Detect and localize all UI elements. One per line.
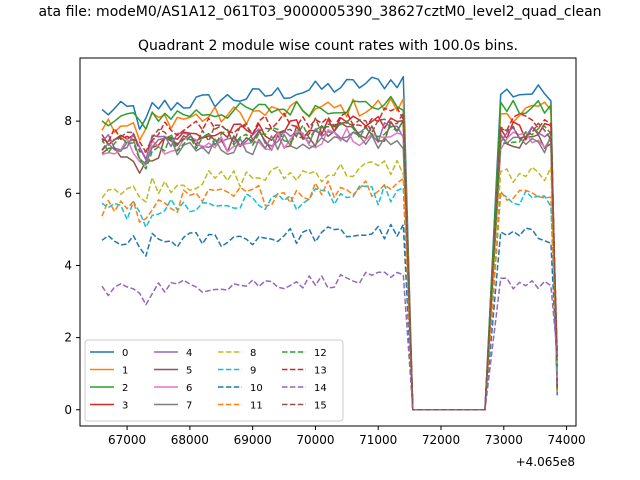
legend-entry-5: 5 [154, 366, 192, 377]
legend-entry-12: 12 [282, 348, 327, 359]
legend-entry-6: 6 [154, 383, 192, 394]
series-15-line [101, 112, 558, 411]
legend-label: 6 [186, 383, 192, 394]
x-tick-label: 69000 [234, 433, 272, 447]
legend-entry-0: 0 [90, 348, 128, 359]
series-12-line [101, 119, 558, 411]
legend-label: 12 [314, 348, 327, 359]
legend-entry-7: 7 [154, 401, 192, 412]
legend-label: 11 [250, 401, 263, 412]
legend-label: 7 [186, 401, 192, 412]
y-axis: 0 2 4 6 8 [64, 114, 80, 417]
plot-frame [79, 57, 577, 427]
legend-entry-9: 9 [218, 366, 256, 377]
legend-box [84, 339, 344, 422]
legend-label: 10 [250, 383, 263, 394]
legend-entry-8: 8 [218, 348, 256, 359]
legend-entry-1: 1 [90, 366, 128, 377]
x-tick-label: 73000 [485, 433, 523, 447]
series-lines [101, 75, 558, 411]
x-axis: 67000 68000 69000 70000 71000 72000 73000 74000 [108, 426, 586, 447]
legend-label: 8 [250, 348, 256, 359]
legend-label: 14 [314, 383, 327, 394]
legend-entry-15: 15 [282, 401, 327, 412]
y-tick-label: 2 [64, 331, 72, 345]
legend-label: 15 [314, 401, 327, 412]
legend-entry-10: 10 [218, 383, 263, 394]
legend-label: 1 [122, 366, 128, 377]
legend-label: 13 [314, 366, 327, 377]
x-tick-label: 70000 [296, 433, 334, 447]
y-tick-label: 0 [64, 403, 72, 417]
legend-label: 0 [122, 348, 128, 359]
legend-entry-13: 13 [282, 366, 327, 377]
figure-suptitle: ata file: modeM0/AS1A12_061T03_900000539… [38, 4, 601, 20]
x-tick-label: 72000 [422, 433, 460, 447]
legend-entry-4: 4 [154, 348, 192, 359]
y-tick-label: 4 [64, 258, 72, 272]
legend-entry-3: 3 [90, 401, 128, 412]
legend-entry-14: 14 [282, 383, 327, 394]
y-tick-label: 8 [64, 114, 72, 128]
legend-label: 3 [122, 401, 128, 412]
legend-label: 2 [122, 383, 128, 394]
x-offset-label: +4.065e8 [516, 455, 575, 469]
x-tick-label: 68000 [171, 433, 209, 447]
legend-label: 4 [186, 348, 192, 359]
x-tick-label: 74000 [547, 433, 585, 447]
legend-label: 9 [250, 366, 256, 377]
legend-label: 5 [186, 366, 192, 377]
legend-entry-2: 2 [90, 383, 128, 394]
x-tick-label: 71000 [359, 433, 397, 447]
x-tick-label: 67000 [108, 433, 146, 447]
legend-entry-11: 11 [218, 401, 263, 412]
chart-title: Quadrant 2 module wise count rates with … [138, 38, 518, 54]
y-tick-label: 6 [64, 186, 72, 200]
